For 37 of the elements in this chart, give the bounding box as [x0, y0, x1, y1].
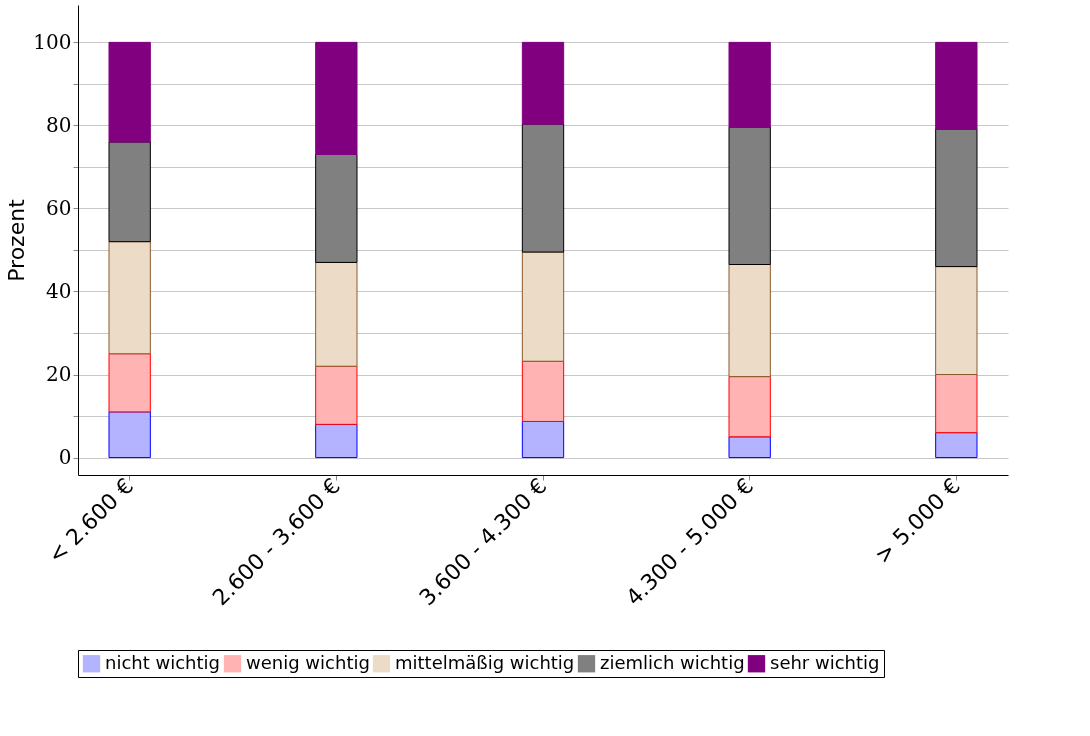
legend-label: wenig wichtig: [246, 651, 370, 673]
y-tick-label: 20: [46, 362, 72, 387]
bar: [315, 153, 358, 263]
bar: [935, 374, 978, 434]
legend-label: nicht wichtig: [105, 651, 221, 673]
bar: [728, 436, 771, 459]
bar: [728, 41, 771, 128]
bar: [521, 420, 565, 459]
bar: [315, 41, 358, 155]
bar: [935, 128, 978, 268]
legend-label: ziemlich wichtig: [600, 651, 745, 673]
bar: [935, 432, 978, 459]
bar: [521, 251, 565, 362]
bar: [935, 266, 978, 376]
bar: [728, 126, 771, 265]
y-tick-label: 40: [46, 278, 72, 303]
bar: [108, 141, 151, 243]
bar: [315, 423, 358, 459]
bar: [108, 241, 151, 355]
bar: [108, 411, 151, 459]
bar: [108, 353, 151, 413]
y-tick-label: 80: [46, 112, 72, 137]
y-tick-label: 60: [46, 195, 72, 220]
bar: [521, 360, 565, 422]
bar: [108, 41, 151, 143]
bar: [315, 365, 358, 425]
bar: [521, 41, 565, 125]
bar: [315, 261, 358, 367]
y-tick-label: 100: [33, 29, 72, 54]
bar: [521, 123, 565, 253]
bar: [728, 376, 771, 438]
legend-label: sehr wichtig: [770, 651, 880, 673]
y-axis-title: Prozent: [4, 198, 30, 282]
bar: [935, 41, 978, 130]
legend-label: mittelmäßig wichtig: [395, 651, 575, 673]
y-tick-label: 0: [58, 445, 72, 470]
bar: [728, 264, 771, 378]
